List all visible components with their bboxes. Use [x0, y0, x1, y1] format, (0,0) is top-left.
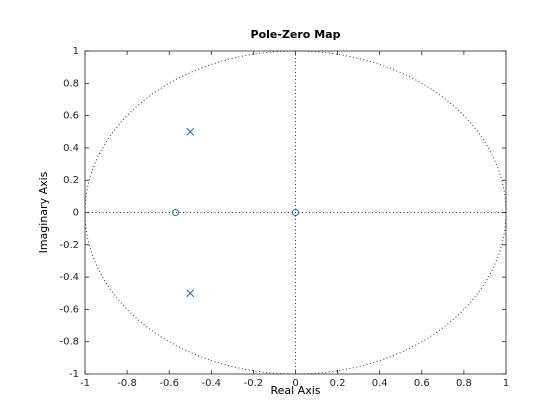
- y-tick-label: -0.2: [59, 240, 79, 251]
- y-tick-label: 0.4: [63, 143, 79, 154]
- x-tick-label: -1: [80, 378, 90, 389]
- x-tick-label: 0.8: [456, 378, 472, 389]
- x-tick-label: -0.6: [159, 378, 179, 389]
- y-tick-label: 0.2: [63, 175, 79, 186]
- x-tick-label: 0.4: [372, 378, 388, 389]
- y-tick-label: 1: [73, 46, 79, 57]
- y-tick-label: 0: [73, 208, 79, 219]
- y-tick-label: -1: [69, 369, 79, 380]
- x-tick-label: -0.8: [117, 378, 137, 389]
- chart-title: Pole-Zero Map: [251, 28, 341, 41]
- x-tick-label: 1: [503, 378, 509, 389]
- y-axis-label: Imaginary Axis: [37, 171, 50, 253]
- zero-marker: [292, 209, 299, 216]
- x-tick-label: 0.6: [414, 378, 430, 389]
- x-tick-label: -0.4: [202, 378, 222, 389]
- zero-marker: [172, 209, 180, 216]
- x-tick-label: -0.2: [244, 378, 264, 389]
- x-tick-label: 0.2: [330, 378, 346, 389]
- y-tick-label: -0.8: [59, 337, 79, 348]
- y-tick-label: -0.4: [59, 272, 79, 283]
- y-tick-label: -0.6: [59, 304, 79, 315]
- x-tick-label: 0: [292, 378, 298, 389]
- unit-circle: [84, 50, 507, 375]
- pole-marker: [186, 127, 195, 136]
- y-tick-label: 0.8: [63, 78, 79, 89]
- pole-marker: [186, 289, 195, 298]
- x-axis-label: Real Axis: [270, 384, 320, 397]
- y-tick-label: 0.6: [63, 111, 79, 122]
